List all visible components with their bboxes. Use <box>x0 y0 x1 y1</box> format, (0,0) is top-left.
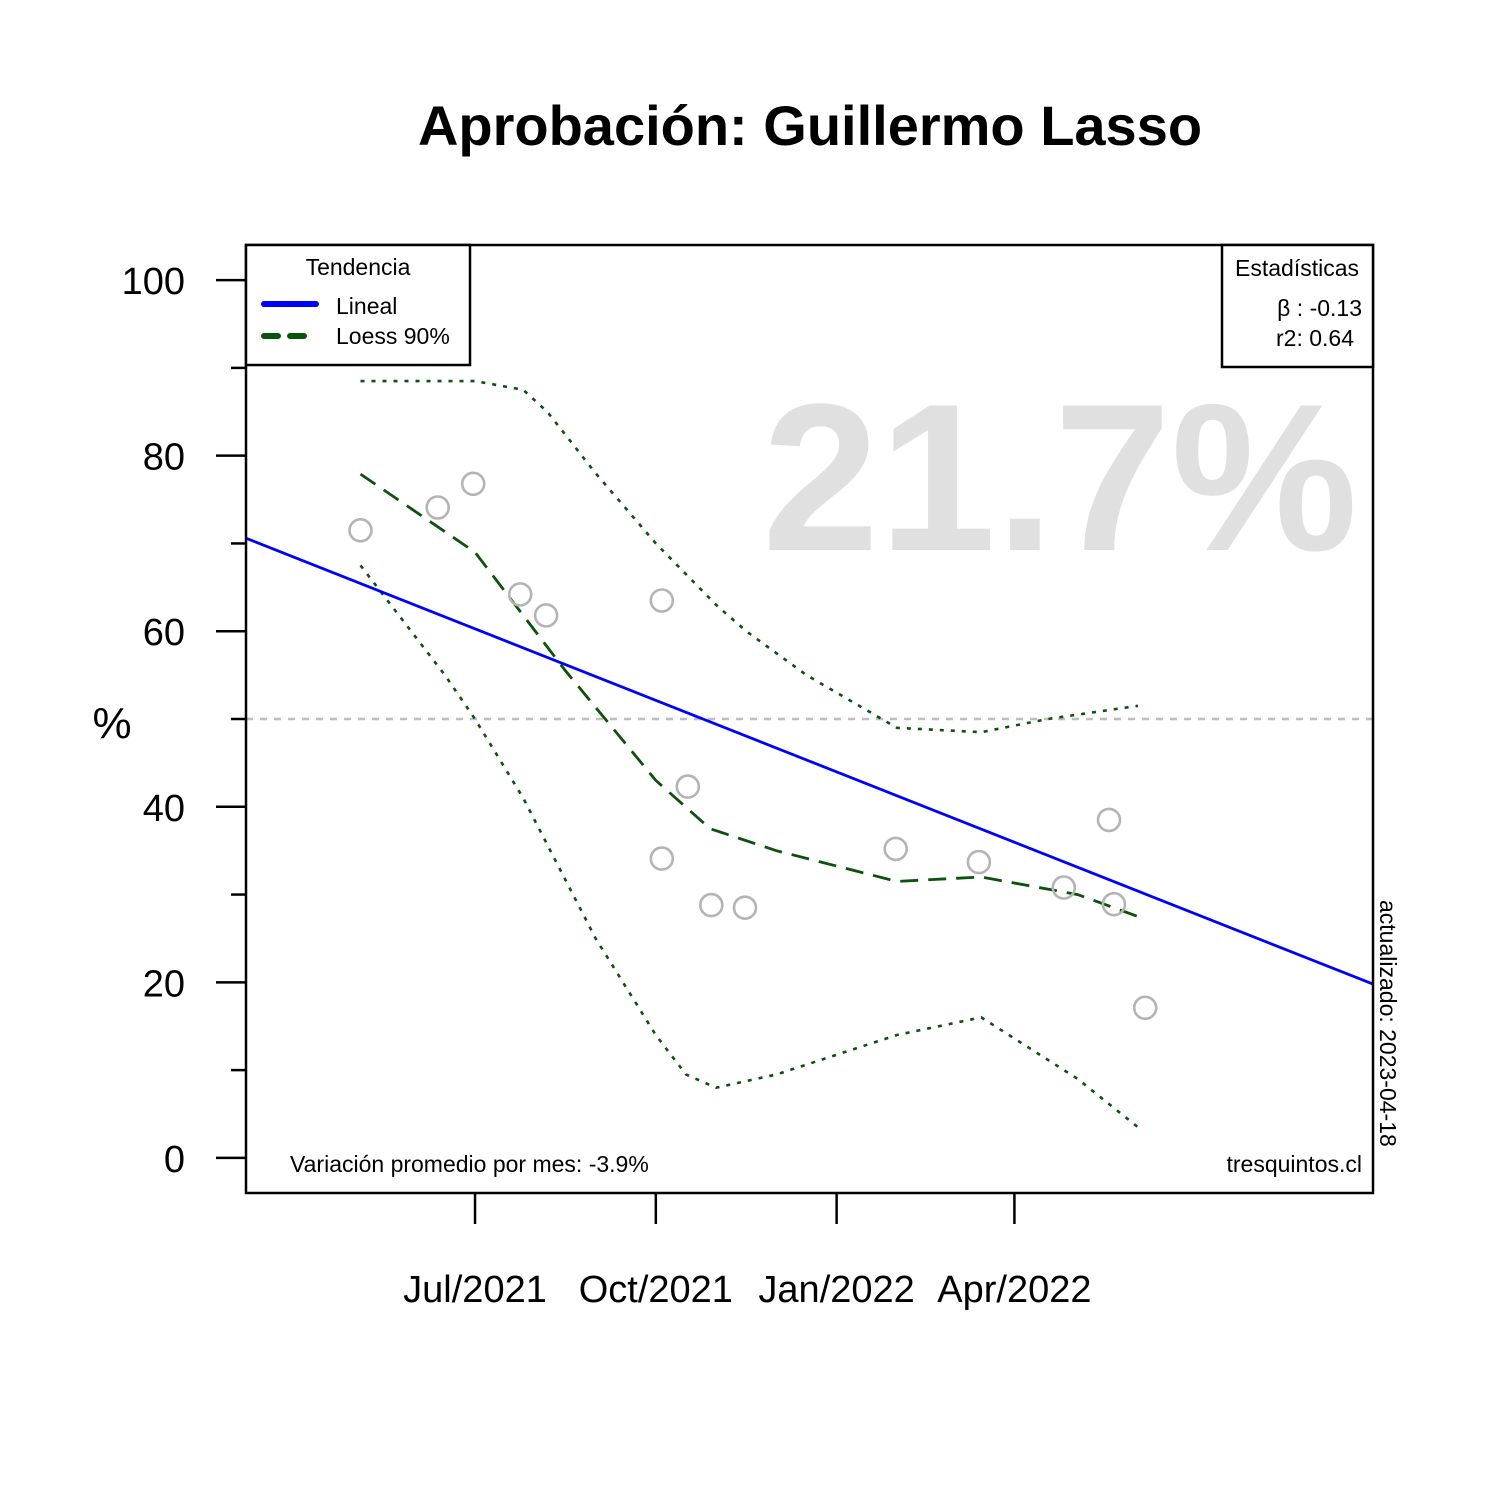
y-tick-label-60: 60 <box>143 612 185 654</box>
data-point-1 <box>425 495 451 520</box>
data-point-8 <box>698 892 724 918</box>
series-loess-1 <box>359 472 1139 918</box>
x-tick-label-0: Jul/2021 <box>403 1269 547 1311</box>
y-axis-label: % <box>92 699 131 748</box>
legend-label-lineal: Lineal <box>336 293 397 319</box>
data-point-4 <box>533 603 559 628</box>
y-tick-label-0: 0 <box>164 1139 185 1181</box>
data-point-6 <box>649 846 675 871</box>
x-tick-label-3: Apr/2022 <box>937 1269 1091 1311</box>
stats-frame <box>1220 243 1375 369</box>
y-tick-label-40: 40 <box>143 788 185 830</box>
data-point-9 <box>732 895 758 921</box>
data-point-11 <box>966 849 992 875</box>
data-point-13 <box>1096 807 1122 833</box>
stats-r2: r2: 0.64 <box>1276 325 1354 351</box>
y-axis: 0 20 40 60 80 100 <box>122 261 246 1181</box>
x-tick-label-1: Oct/2021 <box>579 1269 733 1311</box>
y-tick-label-100: 100 <box>122 261 185 303</box>
updated-date-note: actualizado: 2023-04-18 <box>1375 900 1401 1147</box>
data-point-0 <box>348 517 373 543</box>
footer-monthly-variation: Variación promedio por mes: -3.9% <box>290 1151 649 1177</box>
y-tick-label-80: 80 <box>143 437 185 479</box>
legend-title: Tendencia <box>306 254 411 280</box>
chart-title: Aprobación: Guillermo Lasso <box>418 94 1202 157</box>
stats-title: Estadísticas <box>1235 255 1359 281</box>
stats-beta: β : -0.13 <box>1277 295 1362 321</box>
data-point-12 <box>1051 875 1077 900</box>
data-point-14 <box>1101 891 1127 917</box>
data-point-15 <box>1132 995 1158 1021</box>
series-linear-0 <box>245 536 1374 986</box>
data-point-2 <box>460 471 486 497</box>
data-point-3 <box>507 582 533 607</box>
data-point-10 <box>883 836 909 862</box>
points-layer <box>348 471 1158 1021</box>
series-layer <box>245 472 1374 986</box>
series-band-3 <box>359 564 1139 1129</box>
x-tick-label-2: Jan/2022 <box>758 1269 914 1311</box>
y-tick-label-20: 20 <box>143 963 185 1005</box>
loess-band-layer <box>359 379 1139 1129</box>
data-point-5 <box>649 588 675 613</box>
footer-source: tresquintos.cl <box>1226 1151 1362 1177</box>
legend: Tendencia Lineal Loess 90% <box>244 243 472 367</box>
stats-box: Estadísticas β : -0.13 r2: 0.64 <box>1220 243 1375 369</box>
x-axis: Jul/2021 Oct/2021 Jan/2022 Apr/2022 <box>403 1193 1092 1311</box>
legend-label-loess: Loess 90% <box>336 323 450 349</box>
approval-big-value: 21.7% <box>762 360 1357 595</box>
data-point-7 <box>675 774 701 799</box>
series-band-2 <box>360 379 1139 734</box>
